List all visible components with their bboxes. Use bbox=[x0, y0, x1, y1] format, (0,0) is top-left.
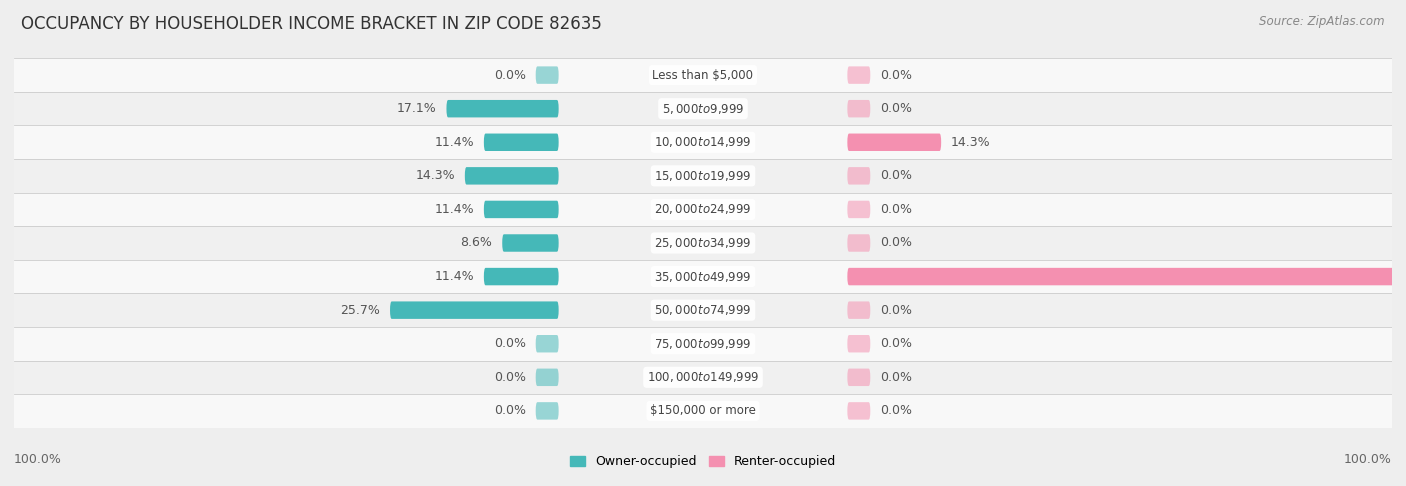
Text: 100.0%: 100.0% bbox=[14, 453, 62, 466]
Text: $15,000 to $19,999: $15,000 to $19,999 bbox=[654, 169, 752, 183]
Text: 0.0%: 0.0% bbox=[494, 404, 526, 417]
Text: 14.3%: 14.3% bbox=[950, 136, 991, 149]
FancyBboxPatch shape bbox=[848, 100, 870, 118]
Text: $5,000 to $9,999: $5,000 to $9,999 bbox=[662, 102, 744, 116]
Text: 8.6%: 8.6% bbox=[461, 237, 492, 249]
FancyBboxPatch shape bbox=[447, 100, 558, 118]
Text: $10,000 to $14,999: $10,000 to $14,999 bbox=[654, 135, 752, 149]
FancyBboxPatch shape bbox=[848, 301, 870, 319]
FancyBboxPatch shape bbox=[848, 167, 870, 185]
FancyBboxPatch shape bbox=[465, 167, 558, 185]
Text: 100.0%: 100.0% bbox=[1344, 453, 1392, 466]
Text: 0.0%: 0.0% bbox=[880, 304, 912, 317]
Text: 0.0%: 0.0% bbox=[494, 337, 526, 350]
Text: $20,000 to $24,999: $20,000 to $24,999 bbox=[654, 203, 752, 216]
FancyBboxPatch shape bbox=[848, 67, 870, 84]
Text: 11.4%: 11.4% bbox=[434, 203, 474, 216]
FancyBboxPatch shape bbox=[848, 402, 870, 419]
Text: Less than $5,000: Less than $5,000 bbox=[652, 69, 754, 82]
Bar bbox=[14, 92, 1392, 125]
FancyBboxPatch shape bbox=[536, 67, 558, 84]
Legend: Owner-occupied, Renter-occupied: Owner-occupied, Renter-occupied bbox=[565, 450, 841, 473]
Text: 25.7%: 25.7% bbox=[340, 304, 380, 317]
Bar bbox=[14, 394, 1392, 428]
Text: $25,000 to $34,999: $25,000 to $34,999 bbox=[654, 236, 752, 250]
FancyBboxPatch shape bbox=[848, 335, 870, 352]
FancyBboxPatch shape bbox=[484, 201, 558, 218]
Bar bbox=[14, 361, 1392, 394]
Text: 14.3%: 14.3% bbox=[415, 169, 456, 182]
Bar bbox=[14, 294, 1392, 327]
FancyBboxPatch shape bbox=[848, 234, 870, 252]
Text: 11.4%: 11.4% bbox=[434, 136, 474, 149]
Bar bbox=[14, 260, 1392, 294]
FancyBboxPatch shape bbox=[536, 402, 558, 419]
FancyBboxPatch shape bbox=[848, 268, 1406, 285]
Text: Source: ZipAtlas.com: Source: ZipAtlas.com bbox=[1260, 15, 1385, 28]
Text: 0.0%: 0.0% bbox=[494, 371, 526, 384]
FancyBboxPatch shape bbox=[848, 134, 941, 151]
Bar bbox=[14, 327, 1392, 361]
Bar bbox=[14, 159, 1392, 192]
Text: 0.0%: 0.0% bbox=[494, 69, 526, 82]
FancyBboxPatch shape bbox=[502, 234, 558, 252]
Text: 0.0%: 0.0% bbox=[880, 102, 912, 115]
FancyBboxPatch shape bbox=[848, 368, 870, 386]
FancyBboxPatch shape bbox=[536, 368, 558, 386]
Text: 11.4%: 11.4% bbox=[434, 270, 474, 283]
Text: 17.1%: 17.1% bbox=[396, 102, 437, 115]
Text: 0.0%: 0.0% bbox=[880, 169, 912, 182]
Bar bbox=[14, 226, 1392, 260]
Bar bbox=[14, 192, 1392, 226]
Text: $100,000 to $149,999: $100,000 to $149,999 bbox=[647, 370, 759, 384]
Text: 0.0%: 0.0% bbox=[880, 337, 912, 350]
Text: $35,000 to $49,999: $35,000 to $49,999 bbox=[654, 270, 752, 283]
Text: $50,000 to $74,999: $50,000 to $74,999 bbox=[654, 303, 752, 317]
Text: 0.0%: 0.0% bbox=[880, 371, 912, 384]
Text: $75,000 to $99,999: $75,000 to $99,999 bbox=[654, 337, 752, 351]
Text: 0.0%: 0.0% bbox=[880, 237, 912, 249]
Text: $150,000 or more: $150,000 or more bbox=[650, 404, 756, 417]
Text: 0.0%: 0.0% bbox=[880, 69, 912, 82]
FancyBboxPatch shape bbox=[536, 335, 558, 352]
Text: OCCUPANCY BY HOUSEHOLDER INCOME BRACKET IN ZIP CODE 82635: OCCUPANCY BY HOUSEHOLDER INCOME BRACKET … bbox=[21, 15, 602, 33]
Bar bbox=[14, 125, 1392, 159]
Bar bbox=[14, 58, 1392, 92]
FancyBboxPatch shape bbox=[848, 201, 870, 218]
Text: 0.0%: 0.0% bbox=[880, 203, 912, 216]
Text: 0.0%: 0.0% bbox=[880, 404, 912, 417]
FancyBboxPatch shape bbox=[484, 134, 558, 151]
FancyBboxPatch shape bbox=[389, 301, 558, 319]
FancyBboxPatch shape bbox=[484, 268, 558, 285]
